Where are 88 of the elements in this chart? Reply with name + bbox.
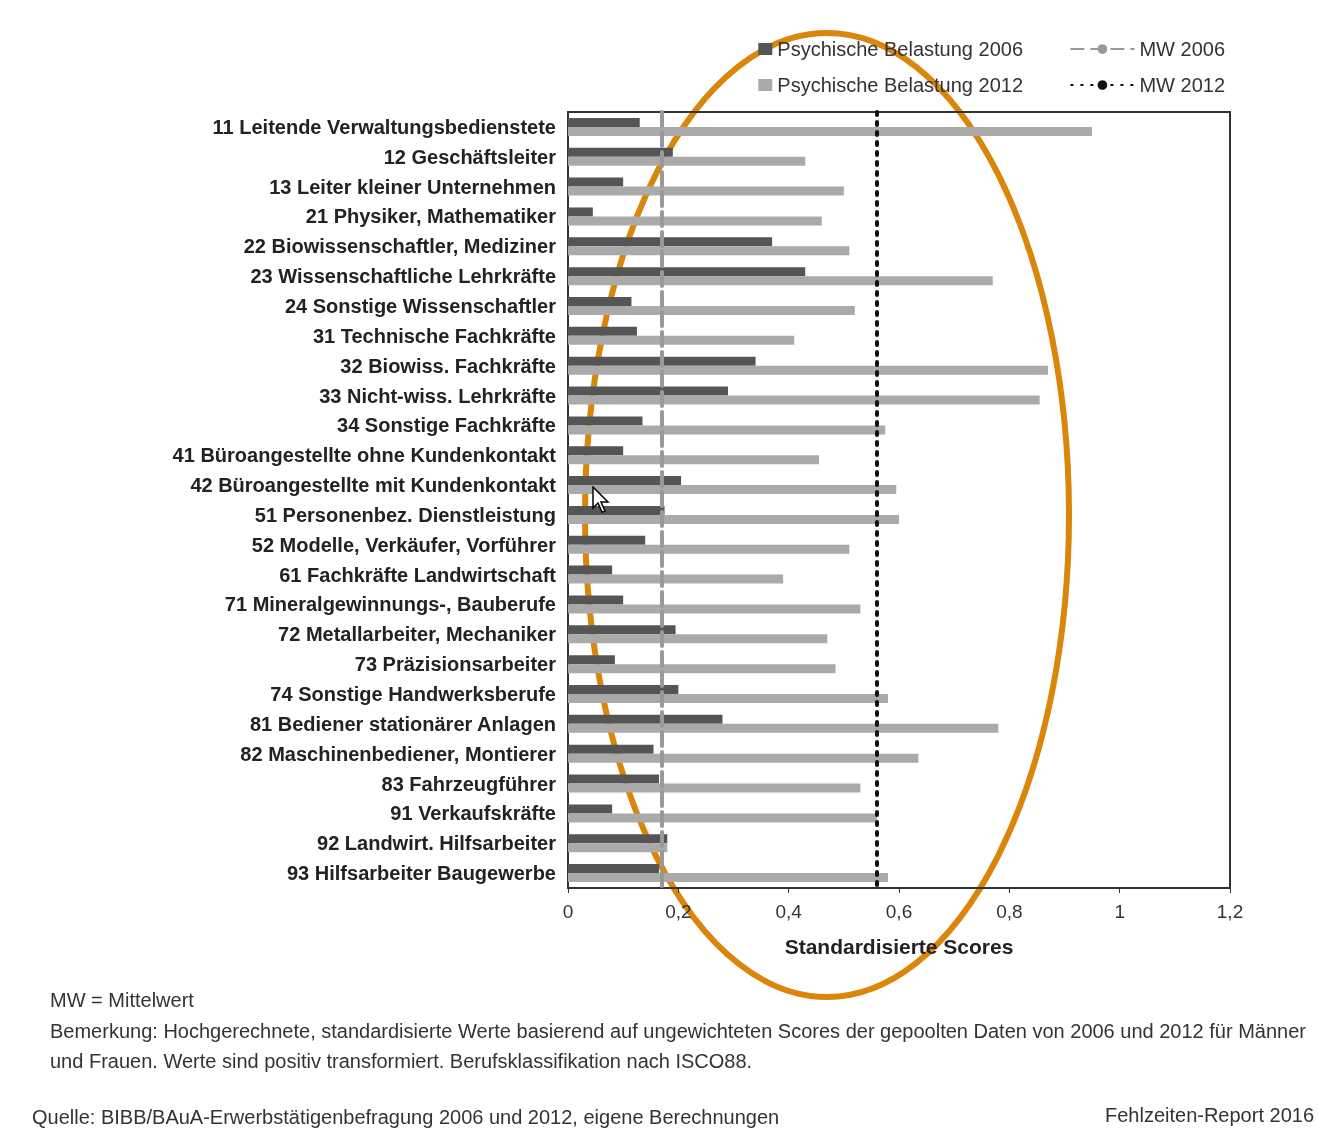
y-tick-label: 12 Geschäftsleiter	[383, 145, 557, 168]
y-tick-label: 74 Sonstige Handwerksberufe	[270, 683, 556, 705]
bar	[568, 416, 643, 426]
y-tick-label: 23 Wissenschaftliche Lehrkräfte	[250, 265, 556, 288]
bar	[568, 544, 850, 554]
bar	[568, 783, 861, 793]
bar	[568, 813, 877, 823]
bar	[568, 476, 682, 486]
bar	[568, 873, 888, 883]
bar	[568, 574, 784, 584]
bar	[568, 774, 660, 784]
y-tick-label: 61 Fachkräfte Landwirtschaft	[279, 563, 557, 586]
bar	[568, 177, 624, 187]
bar	[568, 604, 861, 614]
y-tick-label: 24 Sonstige Wissenschaftler	[284, 295, 557, 317]
bar	[568, 326, 637, 336]
bar	[568, 186, 844, 196]
y-tick-label: 72 Metallarbeiter, Mechaniker	[278, 623, 557, 646]
bar	[568, 723, 999, 733]
y-tick-label: 13 Leiter kleiner Unternehmen	[269, 175, 556, 198]
bar	[568, 297, 632, 306]
bar	[568, 237, 773, 247]
y-tick-label: 42 Büroangestellte mit Kundenkontakt	[190, 474, 557, 497]
bar	[568, 276, 993, 286]
y-tick-label: 92 Landwirt. Hilfsarbeiter	[317, 832, 557, 855]
bar	[568, 117, 640, 127]
legend-label: MW 2006	[1139, 38, 1226, 60]
y-tick-label: 83 Fahrzeugführer	[381, 772, 557, 795]
bar	[568, 804, 613, 814]
source-note: Quelle: BIBB/BAuA-Erwerbstätigenbefragung 2006 und 2012, eigene Berechnungen	[32, 1105, 780, 1130]
y-tick-label: 22 Biowissenschaftler, Mediziner	[243, 235, 557, 258]
y-tick-label: 82 Maschinenbediener, Montierer	[240, 742, 557, 765]
bar	[568, 455, 820, 465]
bar	[568, 356, 756, 366]
y-tick-label: 81 Bediener stationärer Anlagen	[249, 712, 556, 735]
bar	[568, 565, 613, 575]
bar	[568, 664, 836, 674]
bar	[568, 714, 723, 724]
bar	[568, 147, 673, 157]
y-tick-label: 71 Mineralgewinnungs-, Bauberufe	[224, 593, 556, 616]
bar	[568, 267, 806, 277]
y-tick-label: 91 Verkaufskräfte	[390, 802, 556, 825]
x-tick-label: 1	[1114, 901, 1125, 922]
bar	[568, 655, 615, 665]
text: MW = Mittelwert	[50, 988, 194, 1013]
bar	[568, 834, 668, 844]
y-tick-label: 33 Nicht-wiss. Lehrkräfte	[319, 384, 556, 407]
bar	[568, 306, 855, 315]
y-tick-label: 51 Personenbez. Dienstleistung	[254, 503, 556, 526]
text: Fehlzeiten-Report 2016	[1104, 1103, 1314, 1128]
bar	[568, 246, 850, 256]
bar	[568, 595, 624, 605]
bar	[568, 335, 795, 345]
y-tick-label: 32 Biowiss. Fachkräfte	[340, 354, 556, 377]
bar	[568, 744, 654, 754]
y-tick-label: 73 Präzisionsarbeiter	[354, 653, 557, 676]
x-tick-label: 1,2	[1216, 901, 1244, 922]
bar	[568, 425, 886, 435]
bar	[568, 535, 646, 545]
bar	[568, 625, 676, 635]
y-tick-label: 11 Leitende Verwaltungsbedienstete	[212, 115, 556, 138]
bar	[568, 864, 660, 874]
bar	[568, 843, 668, 853]
y-tick-label: 41 Büroangestellte ohne Kundenkontakt	[172, 444, 557, 467]
bar	[568, 395, 1040, 405]
bar	[568, 216, 822, 226]
bar	[568, 126, 1093, 136]
bar	[568, 514, 899, 524]
y-tick-label: 21 Physiker, Mathematiker	[305, 205, 557, 228]
x-tick-label: 0,8	[996, 901, 1023, 922]
legend-label: MW 2012	[1139, 74, 1226, 96]
bar	[568, 207, 593, 217]
bar	[568, 365, 1048, 375]
bar	[568, 694, 888, 703]
bar	[568, 753, 919, 763]
x-tick-label: 0,6	[885, 901, 913, 922]
y-tick-label: 31 Technische Fachkräfte	[312, 324, 556, 347]
x-tick-label: 0,4	[775, 901, 803, 922]
y-tick-label: 52 Modelle, Verkäufer, Vorführer	[251, 533, 557, 556]
bar	[568, 446, 624, 456]
bar	[568, 685, 679, 694]
bar	[568, 156, 806, 166]
bar	[568, 386, 728, 396]
bar	[568, 634, 828, 644]
text: Bemerkung: Hochgerechnete, standardisierte Werte basierend auf ungewichteten Scores der gepoolten Daten von 2006 und 2012 für Männer und Frauen. Werte sind positiv transformiert. Berufsklassifikation nach ISCO88.	[50, 1019, 1307, 1074]
x-tick-label: 0	[562, 901, 574, 922]
y-tick-label: 93 Hilfsarbeiter Baugewerbe	[287, 862, 556, 885]
y-tick-label: 34 Sonstige Fachkräfte	[337, 414, 556, 437]
